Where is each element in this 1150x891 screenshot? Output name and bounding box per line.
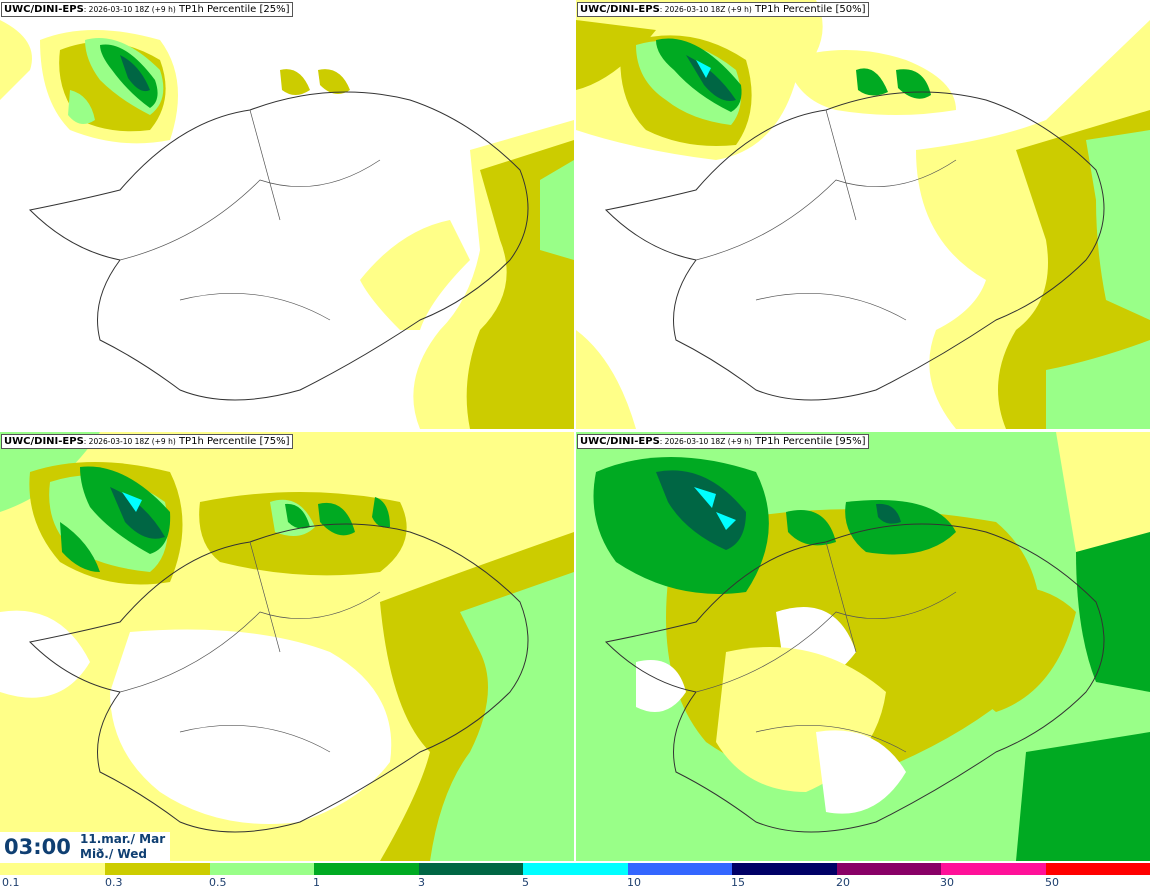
colorbar-tick-label: 0.3	[105, 876, 123, 889]
precip-map	[0, 432, 574, 861]
map-panel-p95: UWC/DINI-EPS: 2026-03-10 18Z (+9 h) TP1h…	[576, 432, 1150, 861]
colorbar-tick-label: 15	[731, 876, 745, 889]
panel-title: UWC/DINI-EPS: 2026-03-10 18Z (+9 h) TP1h…	[1, 434, 293, 449]
colorbar-tick-label: 50	[1045, 876, 1059, 889]
colorbar-segment	[0, 863, 105, 875]
colorbar-tick-label: 20	[836, 876, 850, 889]
colorbar-segment	[314, 863, 419, 875]
panel-title: UWC/DINI-EPS: 2026-03-10 18Z (+9 h) TP1h…	[577, 2, 869, 17]
colorbar-segment	[523, 863, 628, 875]
colorbar-tick-label: 3	[418, 876, 425, 889]
colorbar-tick-label: 0.5	[209, 876, 227, 889]
colorbar-segment	[419, 863, 523, 875]
valid-date: 11.mar./ Mar	[80, 832, 166, 846]
colorbar-segment	[732, 863, 837, 875]
colorbar-segment	[837, 863, 941, 875]
panel-title: UWC/DINI-EPS: 2026-03-10 18Z (+9 h) TP1h…	[577, 434, 869, 449]
colorbar-tick-label: 0.1	[2, 876, 20, 889]
colorbar-tick-label: 1	[313, 876, 320, 889]
precip-map	[0, 0, 574, 429]
colorbar-tick-label: 5	[522, 876, 529, 889]
colorbar-tick-label: 10	[627, 876, 641, 889]
valid-time-box: 03:00 11.mar./ Mar Mið./ Wed	[0, 832, 170, 862]
colorbar-segment	[210, 863, 314, 875]
colorbar-ticks: 0.1 0.3 0.5 1 3 5 10 15 20 30 50	[0, 876, 1150, 891]
colorbar-segment	[941, 863, 1046, 875]
colorbar-tick-label: 30	[940, 876, 954, 889]
colorbar	[0, 863, 1150, 875]
map-panel-p25: UWC/DINI-EPS: 2026-03-10 18Z (+9 h) TP1h…	[0, 0, 574, 429]
colorbar-segment	[105, 863, 210, 875]
valid-time-clock: 03:00	[4, 835, 71, 859]
valid-weekday: Mið./ Wed	[80, 847, 147, 861]
colorbar-segment	[628, 863, 732, 875]
precip-map	[576, 432, 1150, 861]
colorbar-segment	[1046, 863, 1150, 875]
map-panel-p50: UWC/DINI-EPS: 2026-03-10 18Z (+9 h) TP1h…	[576, 0, 1150, 429]
precip-map	[576, 0, 1150, 429]
map-panel-p75: UWC/DINI-EPS: 2026-03-10 18Z (+9 h) TP1h…	[0, 432, 574, 861]
panel-title: UWC/DINI-EPS: 2026-03-10 18Z (+9 h) TP1h…	[1, 2, 293, 17]
